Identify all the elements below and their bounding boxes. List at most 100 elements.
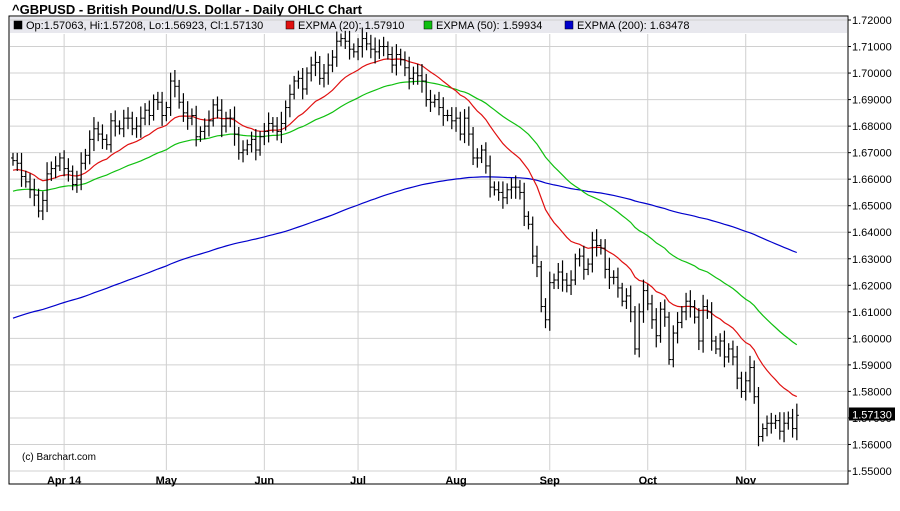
ohlc-bar [462,109,467,144]
ohlc-bar [351,43,356,58]
ohlc-bar [454,107,459,132]
legend-swatch [285,20,295,30]
y-tick-label: 1.70000 [852,68,892,80]
ohlc-bar [505,183,510,205]
ohlc-bar [530,216,535,264]
ohlc-bar [437,91,441,116]
ohlc-bar [713,335,718,355]
ohlc-bar [177,79,182,109]
plot-frame [8,15,849,485]
last-price-marker: 1.57130 [849,407,895,421]
ohlc-bar [445,109,450,122]
x-tick-label: Aug [445,475,466,487]
ema-200-line [12,176,798,319]
ohlc-bar [309,56,314,82]
ohlc-bar [304,67,309,95]
ohlc-bar [411,66,416,85]
ohlc-bar [402,51,407,77]
ohlc-bar [385,41,390,60]
ohlc-bar [662,299,667,327]
ohlc-bar [624,288,629,309]
ohlc-bar [70,165,75,191]
ohlc-bar [40,191,45,221]
ohlc-bar [23,170,28,188]
ohlc-bar [773,414,778,430]
ohlc-bar [126,107,131,130]
ohlc-bar [219,99,224,138]
x-tick-label: Apr 14 [47,475,82,487]
ohlc-bar [160,91,165,126]
ohlc-bar [189,108,194,126]
ohlc-bar [113,110,118,137]
ohlc-bar [586,258,591,276]
ohlc-bar [471,126,476,166]
ohlc-bar [752,360,757,404]
ohlc-bar [215,96,220,119]
ohlc-bar [49,161,54,181]
ohlc-bar [266,112,271,143]
ohlc-bar [790,408,795,438]
ohlc-bar [577,248,582,267]
ohlc-bar [569,270,574,295]
ohlc-bar [696,308,701,351]
ohlc-bar [279,111,284,144]
ohlc-bar [143,103,148,126]
ohlc-bar [334,31,339,67]
ohlc-bar [270,117,275,133]
ohlc-bar [679,306,684,329]
ohlc-bar [394,44,399,76]
y-tick-label: 1.63000 [852,254,892,266]
ohlc-bar [543,298,548,329]
x-tick-label: Nov [735,475,757,487]
legend-label: EXPMA (200): 1.63478 [577,20,690,32]
ohlc-bar [194,105,199,147]
y-tick-label: 1.72000 [852,15,892,27]
ohlc-bar [509,178,514,199]
chart-title: ^GBPUSD - British Pound/U.S. Dollar - Da… [12,2,363,17]
ohlc-bar [598,239,603,255]
ohlc-bar [407,56,412,90]
ohlc-bar [726,343,731,363]
ohlc-bar [513,175,518,199]
ohlc-bar [415,64,420,85]
ohlc-bar [539,260,544,313]
ohlc-bar [760,423,765,442]
ohlc-bar [36,188,41,218]
y-tick-label: 1.68000 [852,121,892,133]
ohlc-bar [249,131,254,153]
ohlc-bar [517,180,522,200]
ohlc-bar [91,117,96,152]
ohlc-bar [253,129,258,161]
x-tick-label: Jul [350,475,366,487]
ohlc-bar [147,100,152,126]
ohlc-bar [458,111,463,141]
ohlc-bar [628,285,633,323]
ohlc-bar [573,253,578,286]
y-tick-label: 1.55000 [852,466,892,478]
ohlc-bar [492,181,497,196]
ohlc-bar [658,302,663,343]
ohlc-bar [343,30,348,49]
ohlc-bar [368,34,373,59]
ohlc-bar [483,142,488,174]
ohlc-bar [164,101,169,122]
ohlc-bar [241,140,246,163]
ohlc-bar [709,302,714,351]
ohlc-bar [522,182,527,227]
y-tick-label: 1.59000 [852,360,892,372]
ema-50-line [12,80,798,346]
ohlc-bar [236,126,241,160]
y-tick-label: 1.71000 [852,42,892,54]
ohlc-bar [641,279,646,323]
ohlc-bar [283,100,288,131]
ohlc-bar [83,148,88,170]
ohlc-bar [373,37,378,64]
ohlc-bar [526,211,531,230]
ohlc-bar [466,106,471,146]
ohlc-bar [57,152,62,172]
ohlc-bar [292,75,297,100]
ohlc-bar [356,38,361,61]
ohlc-bar [534,245,539,278]
x-tick-label: Sep [540,475,560,487]
ohlc-bar [326,53,331,85]
